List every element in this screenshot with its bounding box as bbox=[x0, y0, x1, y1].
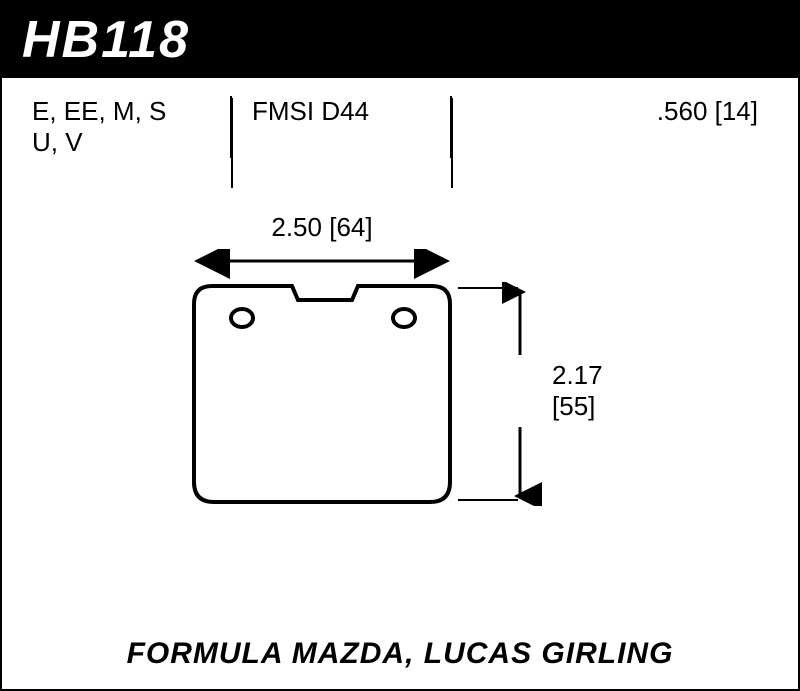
compounds-line2: U, V bbox=[32, 127, 210, 158]
width-inches: 2.50 bbox=[271, 212, 322, 242]
part-number-title: HB118 bbox=[2, 2, 798, 78]
width-mm: 64 bbox=[336, 212, 365, 242]
title-text: HB118 bbox=[22, 11, 190, 69]
brake-pad-outline bbox=[192, 282, 462, 522]
compounds-line1: E, EE, M, S bbox=[32, 96, 210, 127]
height-inches: 2.17 bbox=[552, 360, 603, 391]
application-footer: FORMULA MAZDA, LUCAS GIRLING bbox=[2, 637, 798, 671]
diagram-container: HB118 E, EE, M, S U, V FMSI D44 .560 [14… bbox=[0, 0, 800, 691]
width-dimension: 2.50 [64] bbox=[192, 212, 452, 284]
thickness-text: .560 [14] bbox=[472, 96, 758, 127]
specs-row: E, EE, M, S U, V FMSI D44 .560 [14] bbox=[2, 78, 798, 158]
height-mm: 55 bbox=[559, 391, 588, 421]
pad-hole-left bbox=[231, 309, 253, 327]
fmsi-text: FMSI D44 bbox=[252, 96, 430, 127]
fmsi-column: FMSI D44 bbox=[232, 96, 452, 158]
width-arrow-line bbox=[192, 249, 452, 279]
width-bracket-close: ] bbox=[365, 212, 372, 242]
drawing-area: 2.50 [64] bbox=[2, 212, 800, 612]
compounds-column: E, EE, M, S U, V bbox=[32, 96, 232, 158]
thickness-column: .560 [14] bbox=[452, 96, 768, 158]
height-extension-lines bbox=[458, 282, 518, 506]
width-label: 2.50 [64] bbox=[192, 212, 452, 243]
height-mm-wrap: [55] bbox=[552, 391, 603, 422]
footer-text: FORMULA MAZDA, LUCAS GIRLING bbox=[127, 637, 674, 670]
height-labels: 2.17 [55] bbox=[552, 360, 603, 422]
height-dimension: 2.17 [55] bbox=[502, 282, 652, 502]
pad-hole-right bbox=[393, 309, 415, 327]
